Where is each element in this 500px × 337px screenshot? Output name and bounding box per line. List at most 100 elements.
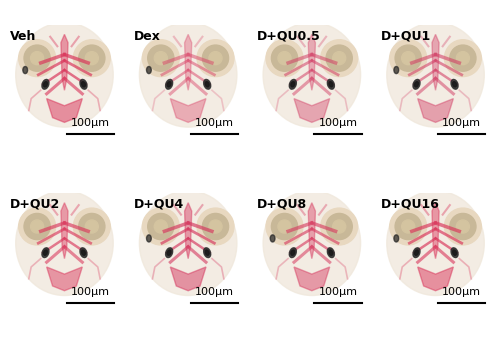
Circle shape [86,52,98,65]
Circle shape [154,52,168,65]
Ellipse shape [205,82,209,87]
Polygon shape [61,34,68,90]
Polygon shape [294,267,330,291]
Circle shape [278,52,291,65]
Circle shape [18,208,56,245]
Text: 100μm: 100μm [318,118,358,128]
Circle shape [395,213,421,240]
Text: Veh: Veh [10,30,36,42]
Ellipse shape [16,191,113,296]
Ellipse shape [452,82,456,87]
Ellipse shape [413,248,420,257]
Ellipse shape [414,250,418,255]
Ellipse shape [166,80,172,89]
Circle shape [278,220,291,233]
Circle shape [326,213,352,240]
Ellipse shape [290,248,296,257]
Circle shape [395,45,421,71]
Circle shape [148,213,174,240]
Ellipse shape [146,235,152,242]
Polygon shape [432,203,439,258]
Polygon shape [61,203,68,258]
Ellipse shape [270,235,275,242]
Polygon shape [432,34,439,90]
Text: 100μm: 100μm [442,118,481,128]
Ellipse shape [329,250,333,255]
Text: 100μm: 100μm [71,118,110,128]
Circle shape [142,40,179,76]
Circle shape [202,213,228,240]
Circle shape [444,40,482,76]
Text: Dex: Dex [134,30,160,42]
Circle shape [209,220,222,233]
Text: D+QU1: D+QU1 [381,30,431,42]
Ellipse shape [328,248,334,257]
Ellipse shape [291,250,295,255]
Text: 100μm: 100μm [442,287,481,297]
Polygon shape [308,34,316,90]
Circle shape [142,208,179,245]
Circle shape [450,213,476,240]
Ellipse shape [452,250,456,255]
Ellipse shape [23,66,28,73]
Circle shape [197,40,234,76]
Circle shape [444,208,482,245]
Polygon shape [170,267,206,291]
Text: 100μm: 100μm [318,287,358,297]
Ellipse shape [204,248,210,257]
Text: D+QU16: D+QU16 [381,198,440,211]
Circle shape [30,220,44,233]
Circle shape [78,45,105,71]
Ellipse shape [263,23,360,127]
Circle shape [321,40,358,76]
Ellipse shape [205,250,209,255]
Circle shape [209,52,222,65]
Polygon shape [308,203,316,258]
Ellipse shape [44,82,48,87]
Ellipse shape [167,82,171,87]
Ellipse shape [387,191,484,296]
Circle shape [272,45,297,71]
Ellipse shape [204,80,210,89]
Polygon shape [46,267,82,291]
Polygon shape [418,267,454,291]
Circle shape [402,52,414,65]
Circle shape [30,52,44,65]
Ellipse shape [263,191,360,296]
Circle shape [390,208,426,245]
Ellipse shape [80,80,87,89]
Text: D+QU8: D+QU8 [257,198,308,211]
Circle shape [456,220,469,233]
Ellipse shape [413,80,420,89]
Circle shape [456,52,469,65]
Ellipse shape [394,235,398,242]
Ellipse shape [44,250,48,255]
Ellipse shape [451,80,458,89]
Text: 100μm: 100μm [195,118,234,128]
Polygon shape [294,99,330,122]
Circle shape [450,45,476,71]
Text: 100μm: 100μm [71,287,110,297]
Ellipse shape [140,191,237,296]
Ellipse shape [328,80,334,89]
Text: D+QU2: D+QU2 [10,198,60,211]
Circle shape [390,40,426,76]
Circle shape [148,45,174,71]
Circle shape [266,208,303,245]
Circle shape [266,40,303,76]
Circle shape [74,208,110,245]
Polygon shape [184,203,192,258]
Circle shape [402,220,414,233]
Ellipse shape [82,250,86,255]
Circle shape [332,220,345,233]
Circle shape [24,45,50,71]
Ellipse shape [166,248,172,257]
Ellipse shape [146,66,152,73]
Ellipse shape [329,82,333,87]
Circle shape [78,213,105,240]
Circle shape [197,208,234,245]
Polygon shape [418,99,454,122]
Ellipse shape [42,80,49,89]
Polygon shape [46,99,82,122]
Ellipse shape [387,23,484,127]
